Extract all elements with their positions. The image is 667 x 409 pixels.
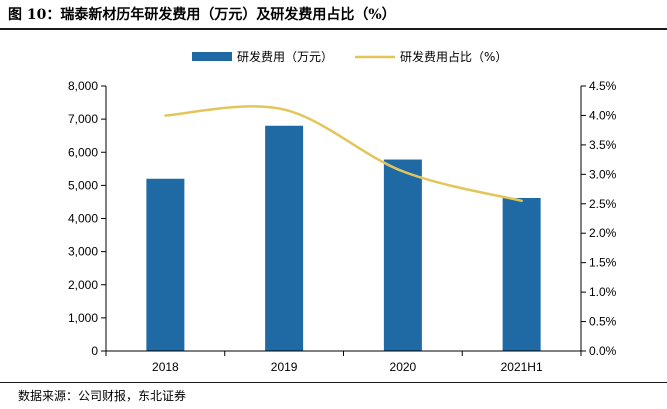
source-note: 数据来源：公司财报，东北证券 [18, 389, 187, 403]
y-left-tick-label: 8,000 [68, 79, 98, 93]
y-right-tick-label: 4.0% [589, 108, 617, 122]
y-left-tick-label: 5,000 [68, 178, 98, 192]
figure-title: 图 10：瑞泰新材历年研发费用（万元）及研发费用占比（%） [8, 7, 396, 23]
ratio-line [164, 105, 523, 203]
title-rule [0, 28, 667, 30]
bar [265, 125, 304, 351]
y-left-tick-label: 3,000 [68, 245, 98, 259]
source-rule [0, 382, 667, 383]
y-left-tick-label: 4,000 [68, 212, 98, 226]
y-right-tick-label: 3.5% [589, 138, 617, 152]
line-layer [164, 105, 523, 203]
y-right-tick-label: 2.5% [589, 197, 617, 211]
y-left-tick-label: 1,000 [68, 311, 98, 325]
x-tick-label: 2019 [271, 360, 298, 374]
y-left-tick-label: 0 [91, 344, 98, 358]
y-right-tick-label: 3.0% [589, 167, 617, 181]
bar [383, 159, 422, 351]
legend: 研发费用（万元） 研发费用占比（%） [192, 49, 507, 64]
y-left-tick-label: 7,000 [68, 112, 98, 126]
legend-bar-swatch [192, 52, 232, 61]
y-right-tick-label: 0.0% [589, 344, 617, 358]
y-left-tick-label: 2,000 [68, 278, 98, 292]
legend-bar-label: 研发费用（万元） [237, 49, 333, 64]
y-left-tick-label: 6,000 [68, 145, 98, 159]
x-tick-label: 2021H1 [501, 360, 543, 374]
x-tick-label: 2018 [152, 360, 179, 374]
y-right-tick-label: 1.0% [589, 285, 617, 299]
bar [502, 197, 541, 351]
bars [146, 125, 541, 351]
y-right-tick-label: 4.5% [589, 79, 617, 93]
legend-line-label: 研发费用占比（%） [400, 49, 507, 64]
y-right-tick-label: 1.5% [589, 256, 617, 270]
axes: 0 1,000 2,000 3,000 4,000 5,000 6,000 7,000 8,00… [68, 79, 617, 374]
y-right-tick-label: 0.5% [589, 315, 617, 329]
bar [146, 178, 185, 351]
y-right-tick-label: 2.0% [589, 226, 617, 240]
x-tick-label: 2020 [390, 360, 417, 374]
